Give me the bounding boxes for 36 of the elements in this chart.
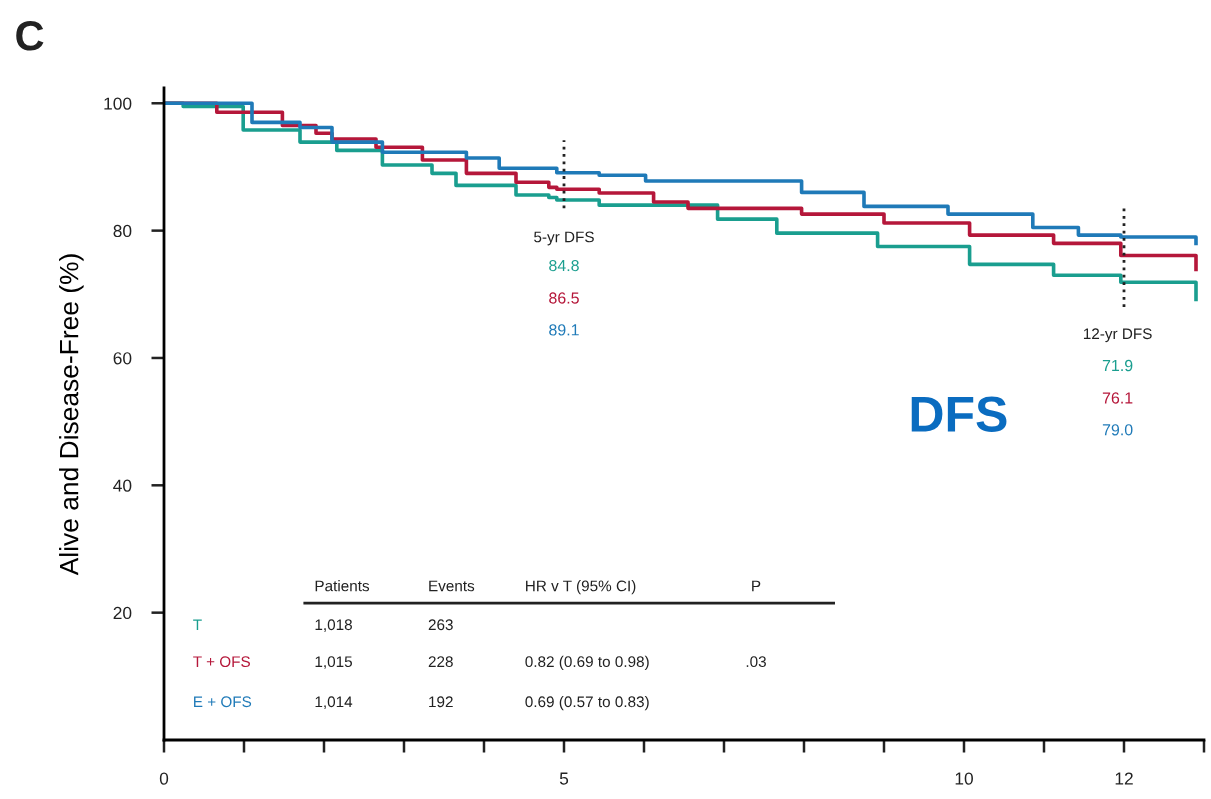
annotation: HR v T (95% CI) xyxy=(526,580,636,595)
annotation: 86.5 xyxy=(549,292,579,304)
y-tick-label: 80 xyxy=(113,224,132,238)
annotation: Patients xyxy=(315,580,370,592)
annotation: Events xyxy=(429,580,475,592)
annotation: 263 xyxy=(428,619,453,631)
annotation: 192 xyxy=(429,696,453,708)
annotation: 228 xyxy=(428,656,453,668)
annotation: 89.1 xyxy=(549,324,579,336)
annotation: 12-yr DFS xyxy=(1083,328,1152,343)
text: T + OFS xyxy=(193,656,250,668)
x-tick-label: 12 xyxy=(1115,772,1133,785)
annotation: 1,015 xyxy=(315,656,352,669)
annotation: 76.1 xyxy=(1102,392,1133,404)
y-tick-label: 40 xyxy=(113,479,132,492)
annotation: 0.69 (0.57 to 0.83) xyxy=(525,695,649,711)
y-tick-label: 100 xyxy=(104,97,132,110)
y-tick-label: 60 xyxy=(113,352,132,365)
annotation: 5-yr DFS xyxy=(534,231,594,246)
annotation: 1,014 xyxy=(315,696,353,709)
text: C xyxy=(16,21,44,51)
text: E + OFS xyxy=(194,696,252,708)
y-axis-title: Alive and Disease-Free (%) xyxy=(59,254,84,576)
annotation: 71.9 xyxy=(1102,359,1133,372)
text: T xyxy=(193,619,202,630)
annotation: P xyxy=(752,580,761,592)
annotation: .03 xyxy=(746,656,766,668)
y-tick-label: 20 xyxy=(113,606,132,620)
annotation: DFS xyxy=(911,396,1007,432)
annotation: 1,018 xyxy=(315,619,352,632)
annotation: 84.8 xyxy=(549,259,579,272)
annotation: 0.82 (0.69 to 0.98) xyxy=(525,655,649,671)
x-tick-label: 10 xyxy=(955,772,973,785)
x-tick-label: 0 xyxy=(159,772,169,785)
annotation: 79.0 xyxy=(1102,424,1133,436)
x-tick-label: 5 xyxy=(559,772,569,785)
